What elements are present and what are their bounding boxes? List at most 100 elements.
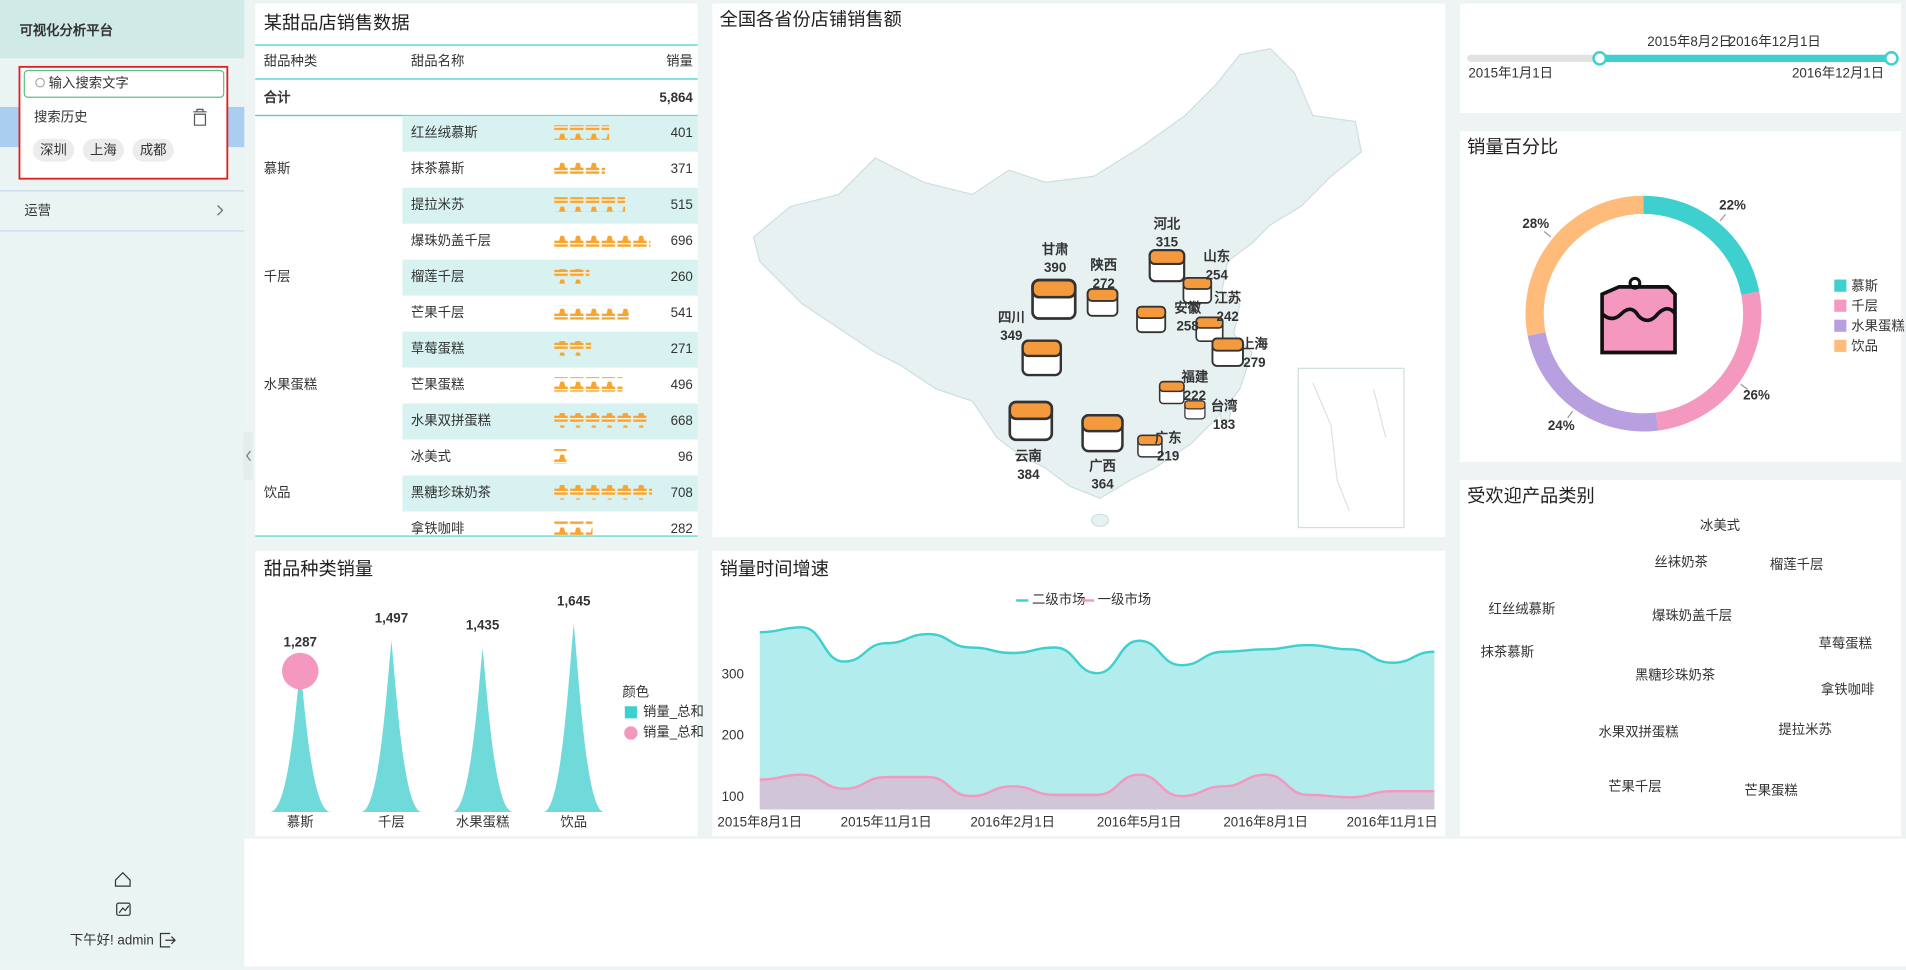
panel-title: 某甜品店销售数据 — [264, 12, 410, 33]
legend-label: 千层 — [1851, 298, 1878, 313]
shop-awning — [1031, 278, 1077, 299]
y-tick-label: 200 — [722, 728, 744, 743]
panel-title: 受欢迎产品类别 — [1467, 485, 1595, 506]
legend-swatch — [624, 706, 637, 719]
slice-label: 28% — [1522, 216, 1549, 231]
x-tick-label: 2015年8月1日 — [717, 814, 802, 829]
menu-arrow[interactable] — [217, 204, 224, 216]
panel-title: 销量百分比 — [1467, 136, 1558, 157]
cloud-word: 芒果蛋糕 — [1744, 783, 1797, 798]
x-tick-label: 2016年8月1日 — [1223, 814, 1308, 829]
chart-icon-line — [118, 905, 130, 914]
row-stripe — [402, 331, 698, 368]
value-icons — [553, 377, 623, 392]
value-icons — [553, 520, 593, 536]
search-placeholder: 输入搜索文字 — [49, 75, 129, 90]
slider-handle[interactable] — [1884, 51, 1899, 66]
row-stripe — [402, 259, 698, 296]
product-value: 668 — [671, 413, 693, 428]
province-value: 254 — [1206, 267, 1229, 282]
logout-icon[interactable] — [159, 932, 176, 948]
category-name: 千层 — [264, 269, 291, 284]
history-tag[interactable] — [132, 138, 174, 162]
history-tag[interactable] — [82, 138, 125, 162]
peak-bar — [543, 624, 605, 812]
home-icon[interactable] — [114, 871, 131, 887]
taiwan-shape — [1219, 401, 1231, 425]
total-value: 5,864 — [659, 90, 693, 105]
product-name: 黑糖珍珠奶茶 — [411, 485, 491, 500]
province-value: 258 — [1176, 319, 1199, 334]
chart-icon[interactable] — [116, 902, 131, 916]
cloud-word: 抹茶慕斯 — [1481, 644, 1534, 659]
range-start: 2015年1月1日 — [1468, 66, 1553, 81]
china-map — [752, 47, 1363, 500]
product-name: 芒果千层 — [411, 305, 464, 320]
bar-value-label: 1,497 — [375, 611, 408, 626]
history-tag[interactable] — [32, 138, 75, 162]
legend-swatch — [624, 726, 638, 740]
province-name: 河北 — [1154, 215, 1181, 231]
label-leader — [1543, 231, 1552, 238]
x-tick-label: 2016年5月1日 — [1097, 814, 1182, 829]
product-value: 708 — [671, 485, 693, 500]
collapse-arrow[interactable] — [246, 450, 251, 462]
value-icons — [553, 197, 626, 212]
product-value: 271 — [671, 341, 693, 356]
sidebar-header — [0, 0, 245, 59]
table-header: 甜品名称 — [411, 54, 464, 69]
table-header: 甜品种类 — [264, 54, 317, 69]
value-icons — [553, 413, 647, 428]
cloud-word: 丝袜奶茶 — [1654, 554, 1707, 569]
hainan-shape — [1090, 513, 1110, 527]
product-value: 541 — [671, 305, 693, 320]
product-value: 515 — [671, 197, 693, 212]
province-name: 江苏 — [1214, 290, 1241, 306]
legend-swatch — [1834, 319, 1847, 332]
province-name: 四川 — [998, 310, 1025, 325]
shop-awning — [1184, 400, 1206, 410]
product-value: 696 — [671, 233, 693, 248]
collapse-tab[interactable] — [243, 431, 253, 481]
row-stripe — [402, 403, 698, 440]
bar-value-label: 1,435 — [466, 618, 500, 633]
peak-icon — [282, 652, 319, 690]
cake-icon — [1600, 285, 1677, 355]
cloud-word: 榴莲千层 — [1770, 557, 1823, 572]
category-name: 饮品 — [264, 485, 291, 500]
value-icons — [553, 161, 605, 176]
peak-bar — [452, 648, 513, 812]
donut-slice — [1525, 195, 1644, 336]
area-line — [759, 773, 1435, 799]
legend-swatch — [1834, 299, 1847, 312]
bar-value-label: 1,287 — [284, 635, 317, 650]
slider-start: 2015年8月2日 — [1647, 34, 1732, 49]
province-name: 山东 — [1203, 248, 1230, 264]
category-name: 慕斯 — [264, 161, 291, 176]
product-name: 榴莲千层 — [411, 269, 464, 284]
cloud-word: 拿铁咖啡 — [1821, 681, 1874, 697]
shop-awning — [1008, 400, 1054, 421]
value-icons — [553, 233, 651, 248]
value-icons — [553, 341, 591, 356]
menu-item[interactable]: 运营 — [24, 203, 51, 218]
product-name: 草莓蛋糕 — [411, 341, 464, 356]
cloud-word: 黑糖珍珠奶茶 — [1635, 667, 1715, 682]
trash-icon[interactable] — [193, 108, 207, 126]
search-input[interactable] — [23, 69, 225, 98]
shop-awning — [1158, 380, 1185, 393]
shop-awning — [1182, 276, 1213, 290]
x-tick-label: 水果蛋糕 — [456, 814, 509, 829]
shop-awning — [1021, 339, 1063, 358]
y-tick-label: 100 — [722, 789, 744, 804]
donut-slice — [1643, 195, 1760, 295]
product-value: 282 — [671, 521, 693, 536]
label-leader — [1567, 410, 1574, 419]
cloud-word: 提拉米苏 — [1778, 722, 1831, 737]
x-tick-label: 饮品 — [560, 814, 587, 829]
panel — [1459, 480, 1902, 837]
slider-handle[interactable] — [1592, 51, 1607, 66]
legend-label: 饮品 — [1851, 339, 1878, 354]
province-value: 272 — [1093, 276, 1115, 291]
